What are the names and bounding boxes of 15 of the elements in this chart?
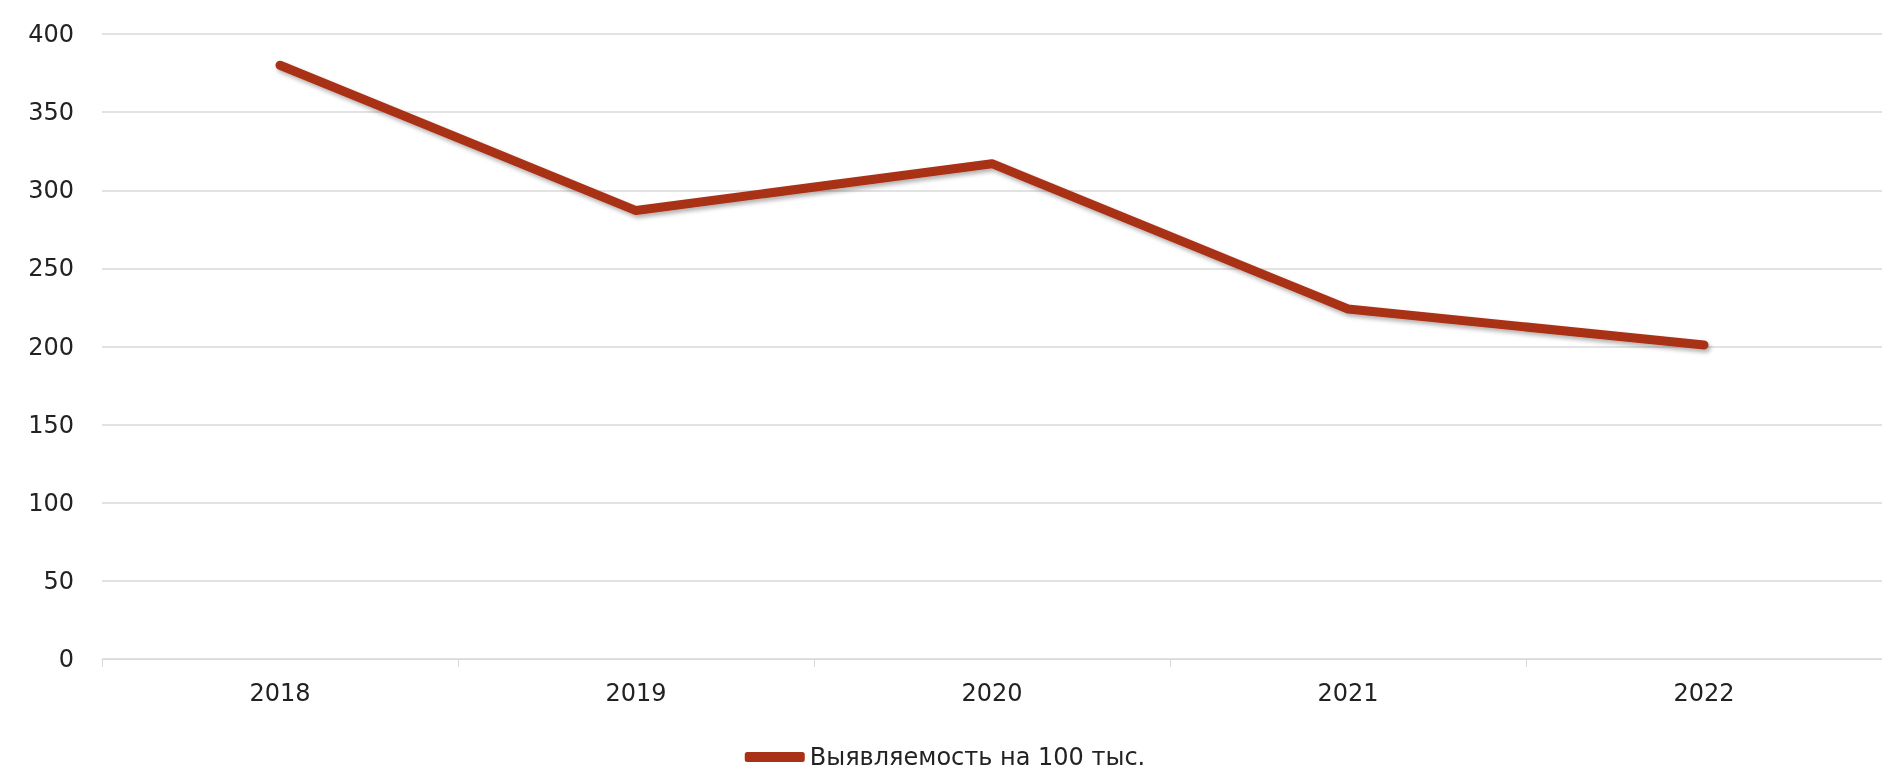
legend-label: Выявляемость на 100 тыс. <box>809 743 1146 771</box>
y-tick-label: 350 <box>28 98 74 127</box>
y-tick-label: 0 <box>58 645 74 673</box>
y-tick-label: 50 <box>43 566 74 595</box>
y-tick-label: 250 <box>28 254 74 283</box>
x-tick-label: 2019 <box>605 679 667 707</box>
x-tick-label: 2022 <box>1673 679 1735 707</box>
y-tick-label: 100 <box>28 488 74 517</box>
y-tick-label: 200 <box>28 332 74 361</box>
y-tick-label: 150 <box>28 410 74 439</box>
y-tick-label: 400 <box>28 20 74 48</box>
y-tick-label: 300 <box>28 176 74 205</box>
x-tick-label: 2020 <box>961 679 1023 707</box>
x-tick-label: 2018 <box>249 679 311 707</box>
x-tick-label: 2021 <box>1317 679 1379 707</box>
